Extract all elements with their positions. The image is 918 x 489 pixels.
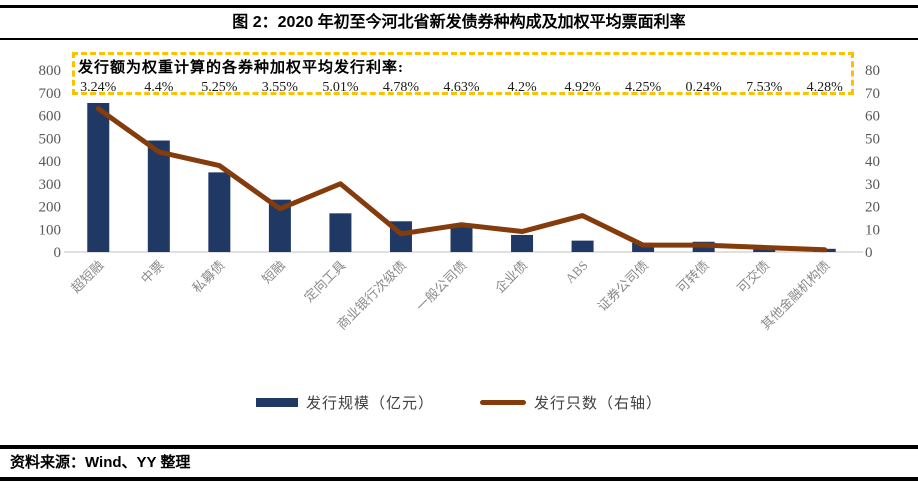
bar-一般公司债	[450, 226, 473, 252]
category-label-证券公司债: 证券公司债	[595, 258, 652, 315]
right-axis-tick-label: 10	[865, 222, 880, 238]
rate-label-ABS: 4.92%	[564, 80, 601, 95]
rate-label-企业债: 4.2%	[507, 80, 537, 95]
left-axis-tick-label: 600	[39, 109, 62, 125]
left-axis-tick-label: 300	[39, 177, 62, 193]
rate-label-其他金融机构债: 4.28%	[806, 80, 843, 95]
figure-title: 图 2：2020 年初至今河北省新发债券种构成及加权平均票面利率	[232, 14, 686, 31]
rate-label-私募债: 5.25%	[201, 80, 238, 95]
bar-ABS	[571, 240, 594, 252]
trend-line	[95, 106, 828, 253]
rate-label-可转债: 0.24%	[685, 80, 722, 95]
right-axis-tick-label: 60	[865, 109, 880, 125]
category-label-可交债: 可交债	[734, 258, 772, 296]
footer-rule-bottom	[0, 477, 918, 481]
rate-label-可交债: 7.53%	[746, 80, 783, 95]
rate-label-定向工具: 5.01%	[322, 80, 359, 95]
annotation-box	[72, 52, 854, 95]
category-label-中票: 中票	[138, 258, 167, 287]
bar-私募债	[208, 172, 231, 252]
chart-canvas: 0 100 200 300 400 500 600 700 800 0 10 20 30 40 50 60 70…	[39, 63, 881, 332]
right-axis-tick-label: 50	[865, 131, 880, 147]
source-note: 资料来源：Wind、YY 整理	[10, 454, 191, 471]
rate-label-证券公司债: 4.25%	[625, 80, 662, 95]
legend-item-issue-count: 发行只数（右轴）	[480, 392, 662, 413]
right-axis-tick-label: 80	[865, 63, 880, 79]
category-label-企业债: 企业债	[492, 258, 530, 296]
legend: 发行规模（亿元） 发行只数（右轴）	[0, 392, 918, 413]
legend-item-issuance-scale: 发行规模（亿元）	[255, 392, 434, 413]
category-label-超短融: 超短融	[68, 258, 106, 296]
left-axis-tick-label: 100	[39, 222, 62, 238]
bar-超短融	[87, 102, 110, 252]
right-axis-tick-label: 20	[865, 200, 880, 216]
right-axis-tick-label: 40	[865, 154, 880, 170]
bar-series-swatch	[255, 398, 298, 407]
legend-label-issuance-scale: 发行规模（亿元）	[305, 396, 434, 412]
left-axis-tick-label: 0	[54, 245, 62, 261]
footer-rule-top	[0, 445, 918, 449]
bar-短融	[268, 199, 291, 252]
category-label-可转债: 可转债	[674, 258, 712, 296]
left-axis-tick-label: 400	[39, 154, 62, 170]
rates-row: 3.24% 4.4% 5.25% 3.55% 5.01% 4.78% 4.63% 4.2% 4.…	[0, 80, 918, 98]
legend-label-issue-count: 发行只数（右轴）	[534, 396, 663, 412]
title-rule-bottom	[0, 38, 918, 40]
category-label-短融: 短融	[259, 258, 288, 287]
rate-label-商业银行次级债: 4.78%	[382, 80, 420, 95]
category-label-一般公司债: 一般公司债	[413, 258, 470, 315]
left-axis-tick-label: 500	[39, 131, 62, 147]
left-axis-tick-label: 200	[39, 200, 62, 216]
chart-area: 0 100 200 300 400 500 600 700 800 0 10 20 30 40 50 60 70…	[0, 40, 918, 445]
category-label-定向工具: 定向工具	[301, 258, 348, 305]
rate-label-中票: 4.4%	[144, 80, 174, 95]
rate-label-一般公司债: 4.63%	[443, 80, 480, 95]
right-axis-tick-label: 0	[865, 245, 873, 261]
left-axis-tick-label: 700	[39, 86, 62, 102]
category-label-ABS: ABS	[562, 258, 590, 286]
annotation-title: 发行额为权重计算的各券种加权平均发行利率:	[78, 60, 404, 76]
right-axis-tick-label: 70	[865, 86, 880, 102]
category-label-私募债: 私募债	[189, 258, 227, 296]
title-rule-top	[0, 5, 918, 8]
rate-label-超短融: 3.24%	[80, 80, 117, 95]
bar-中票	[147, 140, 170, 252]
bar-定向工具	[329, 213, 352, 252]
line-series-swatch	[480, 400, 526, 405]
bar-企业债	[511, 234, 534, 252]
left-axis-tick-label: 800	[39, 63, 62, 79]
right-axis-tick-label: 30	[865, 177, 880, 193]
rate-label-短融: 3.55%	[261, 80, 298, 95]
